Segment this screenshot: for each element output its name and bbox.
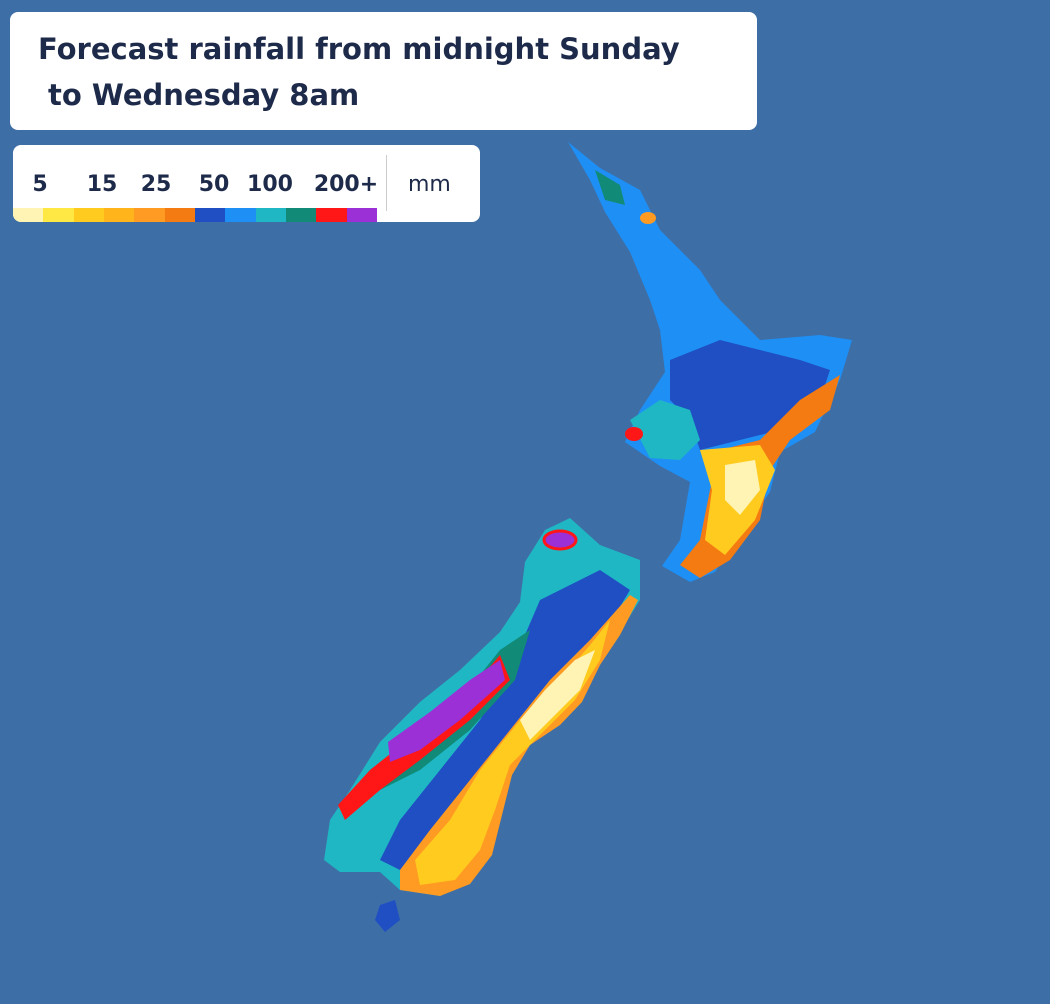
rain-zone <box>380 570 630 870</box>
legend-swatch <box>285 208 317 222</box>
legend-swatch <box>194 208 226 222</box>
rain-zone <box>625 427 643 441</box>
legend-swatch <box>225 208 256 222</box>
north-island <box>568 142 852 582</box>
land <box>375 900 400 932</box>
legend-swatch <box>346 208 377 222</box>
title-line: to Wednesday 8am <box>48 78 360 112</box>
south-island <box>324 518 640 932</box>
divider <box>386 155 387 211</box>
title-card <box>10 12 757 130</box>
rain-zone <box>520 650 595 740</box>
legend: mm <box>13 145 480 222</box>
legend-swatch <box>255 208 286 222</box>
legend-swatch <box>13 208 44 222</box>
legend-unit: mm <box>408 172 451 197</box>
legend-swatch <box>134 208 165 222</box>
rain-zone <box>640 212 656 224</box>
legend-swatch <box>164 208 195 222</box>
title-line: Forecast rainfall from midnight Sunday <box>38 32 680 66</box>
rain-zone <box>630 400 700 460</box>
legend-swatch <box>316 208 347 222</box>
rain-zone <box>388 660 505 762</box>
legend-swatch <box>103 208 135 222</box>
legend-swatch <box>73 208 104 222</box>
rain-zone <box>542 529 578 551</box>
legend-bar <box>13 208 377 222</box>
legend-label: 200+ <box>313 172 379 197</box>
legend-swatch <box>43 208 74 222</box>
legend-label: 15 <box>86 172 118 197</box>
legend-label: 100 <box>247 172 293 197</box>
legend-label: 25 <box>140 172 172 197</box>
rain-zone <box>595 170 625 205</box>
rain-zone <box>725 460 760 515</box>
legend-label: 50 <box>198 172 230 197</box>
legend-label: 5 <box>32 172 48 197</box>
